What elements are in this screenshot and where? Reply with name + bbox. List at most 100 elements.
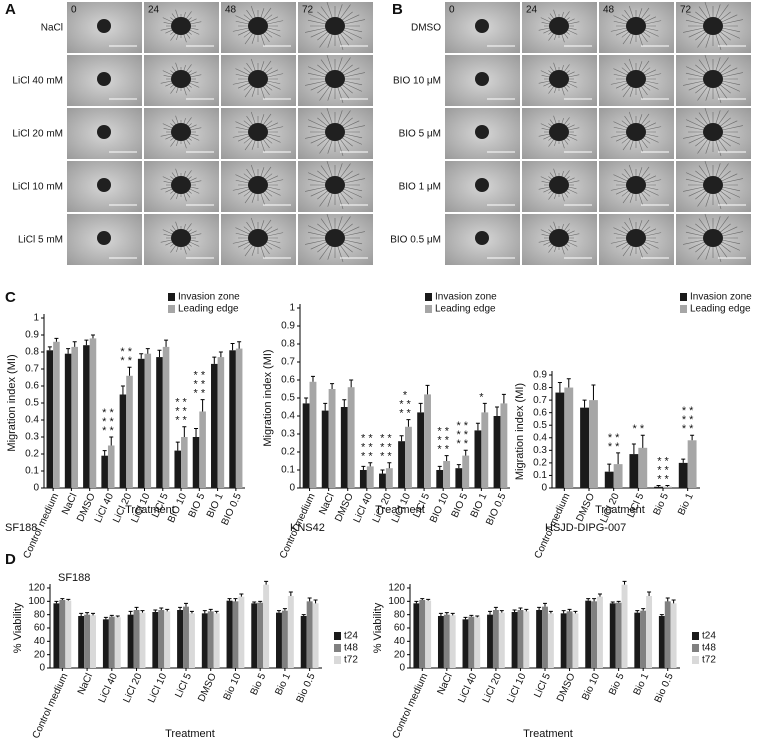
- y-tick-label: 0: [39, 663, 45, 674]
- bar: [481, 412, 489, 488]
- x-tick-label: Control medium: [31, 672, 71, 741]
- significance: * *: [633, 423, 645, 435]
- error-bar: [237, 341, 242, 349]
- x-tick-label: DMSO: [196, 672, 219, 704]
- error-bar: [640, 434, 645, 448]
- legend-label: t48: [702, 643, 716, 654]
- legend-swatch: [168, 305, 175, 313]
- bar: [585, 600, 592, 668]
- significance: * *: [456, 420, 468, 432]
- y-tick-label: 0.5: [25, 398, 39, 409]
- significance: * *: [657, 473, 669, 485]
- error-bar: [127, 366, 132, 376]
- error-bar: [159, 607, 164, 610]
- row-label: NaCl: [41, 23, 63, 34]
- bar: [511, 612, 518, 668]
- bar: [443, 461, 451, 488]
- significance: * *: [437, 435, 449, 447]
- bar: [640, 610, 647, 668]
- error-bar: [313, 599, 318, 604]
- bar: [646, 596, 653, 668]
- bar: [174, 450, 182, 488]
- y-tick-label: 0.7: [533, 395, 547, 406]
- spheroid: [325, 17, 345, 35]
- bar: [64, 353, 72, 488]
- significance: * *: [657, 455, 669, 467]
- y-tick-label: 40: [34, 636, 46, 647]
- x-tick-label: Bio 10: [222, 671, 244, 702]
- error-bar: [103, 616, 108, 620]
- error-bar: [437, 465, 442, 470]
- x-tick-label: Bio 1: [632, 671, 652, 697]
- error-bar: [631, 443, 636, 455]
- error-bar: [145, 348, 150, 354]
- error-bar: [524, 608, 529, 612]
- error-bar: [349, 379, 354, 388]
- bar: [555, 392, 565, 488]
- legend-label: Leading edge: [178, 304, 239, 315]
- error-bar: [475, 615, 480, 618]
- x-tick-label: LiCl 10: [146, 671, 169, 704]
- spheroid: [703, 229, 723, 247]
- bar: [257, 602, 264, 668]
- bar: [217, 357, 225, 488]
- x-tick-label: LiCl 5: [173, 671, 194, 699]
- error-bar: [665, 597, 670, 602]
- bar: [572, 613, 579, 668]
- significance: * *: [194, 388, 206, 400]
- legend-swatch: [334, 656, 341, 664]
- error-bar: [90, 334, 95, 339]
- error-bar: [109, 436, 114, 446]
- legend-swatch: [692, 656, 699, 664]
- significance: * *: [608, 432, 620, 444]
- error-bar: [218, 351, 223, 358]
- error-bar: [282, 608, 287, 611]
- x-tick-label: NaCl: [60, 492, 79, 517]
- legend-swatch: [425, 293, 432, 301]
- error-bar: [227, 598, 232, 601]
- significance: * *: [175, 397, 187, 409]
- row-label: LiCl 10 mM: [12, 182, 63, 193]
- error-bar: [399, 435, 404, 442]
- bar: [133, 610, 140, 668]
- bar: [84, 614, 91, 668]
- error-bar: [641, 608, 646, 611]
- bar: [455, 468, 463, 488]
- bar: [188, 613, 195, 668]
- y-tick-label: 0.6: [533, 407, 547, 418]
- bar: [462, 455, 470, 488]
- bar: [405, 426, 412, 488]
- bar: [158, 610, 165, 668]
- spheroid: [626, 123, 646, 141]
- x-tick-label: Bio 0.5: [653, 671, 676, 704]
- error-bar: [66, 348, 71, 354]
- spheroid: [171, 123, 191, 141]
- significance: * *: [175, 415, 187, 427]
- error-bar: [493, 606, 498, 610]
- spheroid: [626, 229, 646, 247]
- significance: * *: [456, 429, 468, 441]
- error-bar: [566, 378, 571, 388]
- legend-label: t24: [702, 631, 716, 642]
- error-bar: [368, 462, 373, 467]
- spheroid: [325, 123, 345, 141]
- bar: [566, 611, 573, 668]
- error-bar: [463, 616, 468, 620]
- x-tick-label: Bio 0.5: [295, 671, 318, 704]
- legend-label: Invasion zone: [435, 292, 497, 303]
- y-tick-label: 0: [399, 663, 405, 674]
- error-bar: [635, 610, 640, 613]
- error-bar: [85, 612, 90, 615]
- significance: * *: [682, 414, 694, 426]
- error-bar: [184, 602, 188, 607]
- spheroid: [248, 229, 268, 247]
- error-bar: [488, 610, 493, 615]
- error-bar: [200, 399, 205, 412]
- error-bar: [387, 462, 392, 469]
- x-tick-label: Bio 1: [676, 491, 696, 517]
- bar: [156, 357, 163, 488]
- bar: [613, 464, 623, 488]
- error-bar: [47, 346, 52, 351]
- bar: [542, 606, 548, 668]
- x-tick-label: NaCl: [317, 492, 336, 517]
